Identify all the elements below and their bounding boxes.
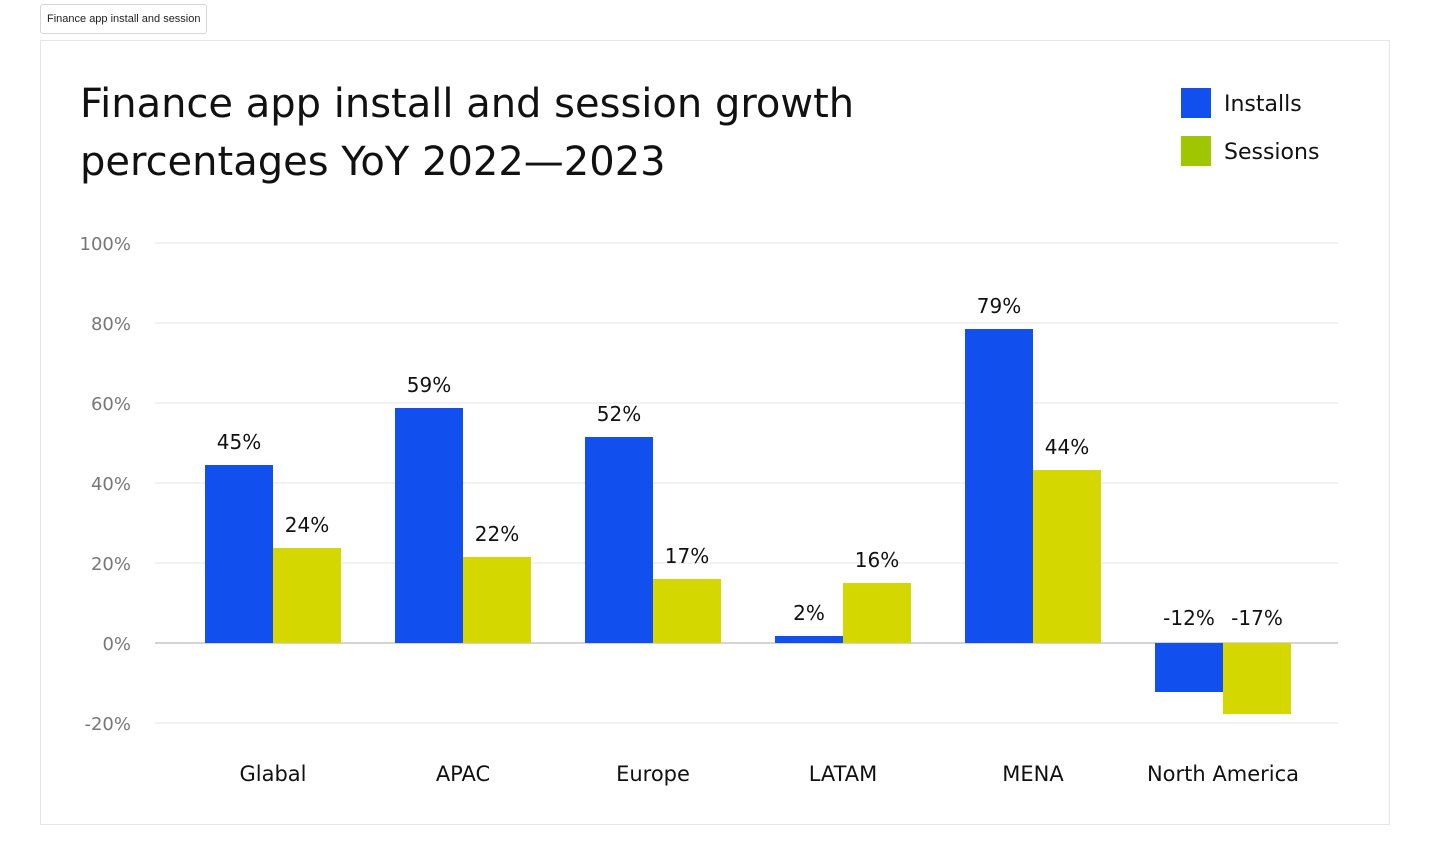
data-label: 2%	[793, 601, 825, 625]
data-label: 52%	[597, 402, 641, 426]
data-label: 59%	[407, 373, 451, 397]
y-tick-label: 40%	[91, 474, 131, 495]
category-label: Europe	[616, 762, 690, 786]
bar-sessions	[1223, 643, 1291, 714]
legend-label: Installs	[1224, 92, 1302, 117]
bar-sessions	[843, 583, 911, 643]
y-tick-label: 0%	[102, 634, 131, 655]
data-label: 16%	[855, 548, 899, 572]
y-tick-label: 80%	[91, 314, 131, 335]
y-tick-label: -20%	[84, 714, 131, 735]
bar-installs	[1155, 643, 1223, 692]
bar-sessions	[463, 557, 531, 643]
y-tick-label: 60%	[91, 394, 131, 415]
legend-label: Sessions	[1224, 140, 1319, 165]
bars: 45% 24% 59% 22% 52% 17% 2% 16% 79% 44% -12% -17%	[205, 294, 1291, 714]
bar-installs	[205, 465, 273, 643]
bar-installs	[585, 437, 653, 643]
bar-installs	[965, 329, 1033, 643]
category-label: MENA	[1002, 762, 1064, 786]
bar-installs	[395, 408, 463, 643]
data-label: 22%	[475, 522, 519, 546]
data-label: 45%	[217, 430, 261, 454]
bar-sessions	[1033, 470, 1101, 643]
legend-swatch-installs	[1181, 88, 1211, 118]
category-label: LATAM	[809, 762, 878, 786]
chart-tab[interactable]: Finance app install and session	[40, 4, 208, 34]
data-label: -12%	[1163, 606, 1215, 630]
legend: Installs Sessions	[1181, 88, 1319, 166]
data-label: 17%	[665, 544, 709, 568]
bar-installs	[775, 636, 843, 643]
bar-sessions	[653, 579, 721, 643]
chart-card	[40, 40, 1390, 825]
category-label: North America	[1147, 762, 1299, 786]
chart-title-line-2: percentages YoY 2022—2023	[80, 139, 666, 185]
y-tick-label: 20%	[91, 554, 131, 575]
data-label: -17%	[1231, 606, 1283, 630]
category-label: APAC	[436, 762, 490, 786]
data-label: 44%	[1045, 435, 1089, 459]
grid: 100% 80% 60% 40% 20% 0% -20%	[80, 234, 1338, 735]
data-label: 79%	[977, 294, 1021, 318]
bar-sessions	[273, 548, 341, 643]
data-label: 24%	[285, 513, 329, 537]
category-label: Glabal	[239, 762, 306, 786]
chart-title-line-1: Finance app install and session growth	[80, 81, 854, 127]
legend-swatch-sessions	[1181, 136, 1211, 166]
category-labels: Glabal APAC Europe LATAM MENA North America	[239, 762, 1299, 786]
y-tick-label: 100%	[80, 234, 131, 255]
